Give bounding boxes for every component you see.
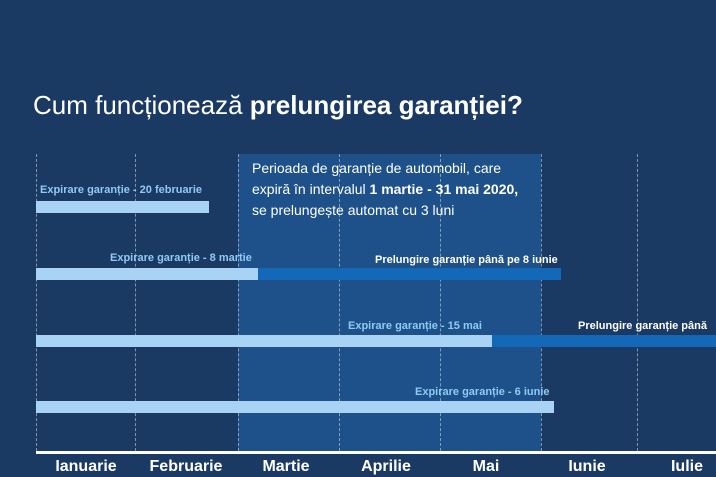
timeline-axis (36, 451, 716, 454)
row3-expiry-label: Expirare garanție - 15 mai (348, 320, 482, 332)
note-line-3: se prelungește automat cu 3 luni (252, 202, 455, 218)
row3-extension-bar (492, 335, 716, 347)
month-label-july: Iulie (670, 458, 703, 475)
note-date-range: 1 martie - 31 mai 2020, (369, 181, 519, 197)
row2-warranty-bar (36, 268, 258, 280)
month-divider (36, 154, 37, 451)
month-label-june: Iunie (568, 458, 606, 475)
row2-extension-label: Prelungire garanție până pe 8 iunie (375, 254, 558, 266)
month-divider (637, 154, 638, 451)
extension-note: Perioada de garanție de automobil, care … (252, 158, 537, 221)
month-label-may: Mai (472, 458, 500, 475)
row2-expiry-label: Expirare garanție - 8 martie (110, 252, 252, 264)
month-divider (339, 154, 340, 451)
title-normal: Cum funcționează (33, 90, 250, 120)
month-label-march: Martie (262, 458, 310, 475)
row1-expiry-label: Expirare garanție - 20 februarie (40, 184, 203, 196)
row2-extension-bar (258, 268, 561, 280)
page-title: Cum funcționează prelungirea garanției? (33, 90, 523, 121)
month-divider (440, 154, 441, 451)
row3-extension-label: Prelungire garanție până (578, 320, 707, 332)
month-label-january: Ianuarie (55, 458, 117, 475)
month-divider (541, 154, 542, 451)
row3-warranty-bar (36, 335, 492, 347)
note-line-1: Perioada de garanție de automobil, care (252, 160, 502, 176)
month-label-april: Aprilie (361, 458, 411, 475)
row4-warranty-bar (36, 401, 554, 413)
title-bold: prelungirea garanției? (249, 90, 523, 120)
row1-warranty-bar (36, 201, 209, 213)
month-label-february: Februarie (149, 458, 223, 475)
row4-expiry-label: Expirare garanție - 6 iunie (415, 386, 550, 398)
month-divider (238, 154, 239, 451)
month-divider (135, 154, 136, 451)
note-line-2-prefix: expiră în intervalul (252, 181, 370, 197)
